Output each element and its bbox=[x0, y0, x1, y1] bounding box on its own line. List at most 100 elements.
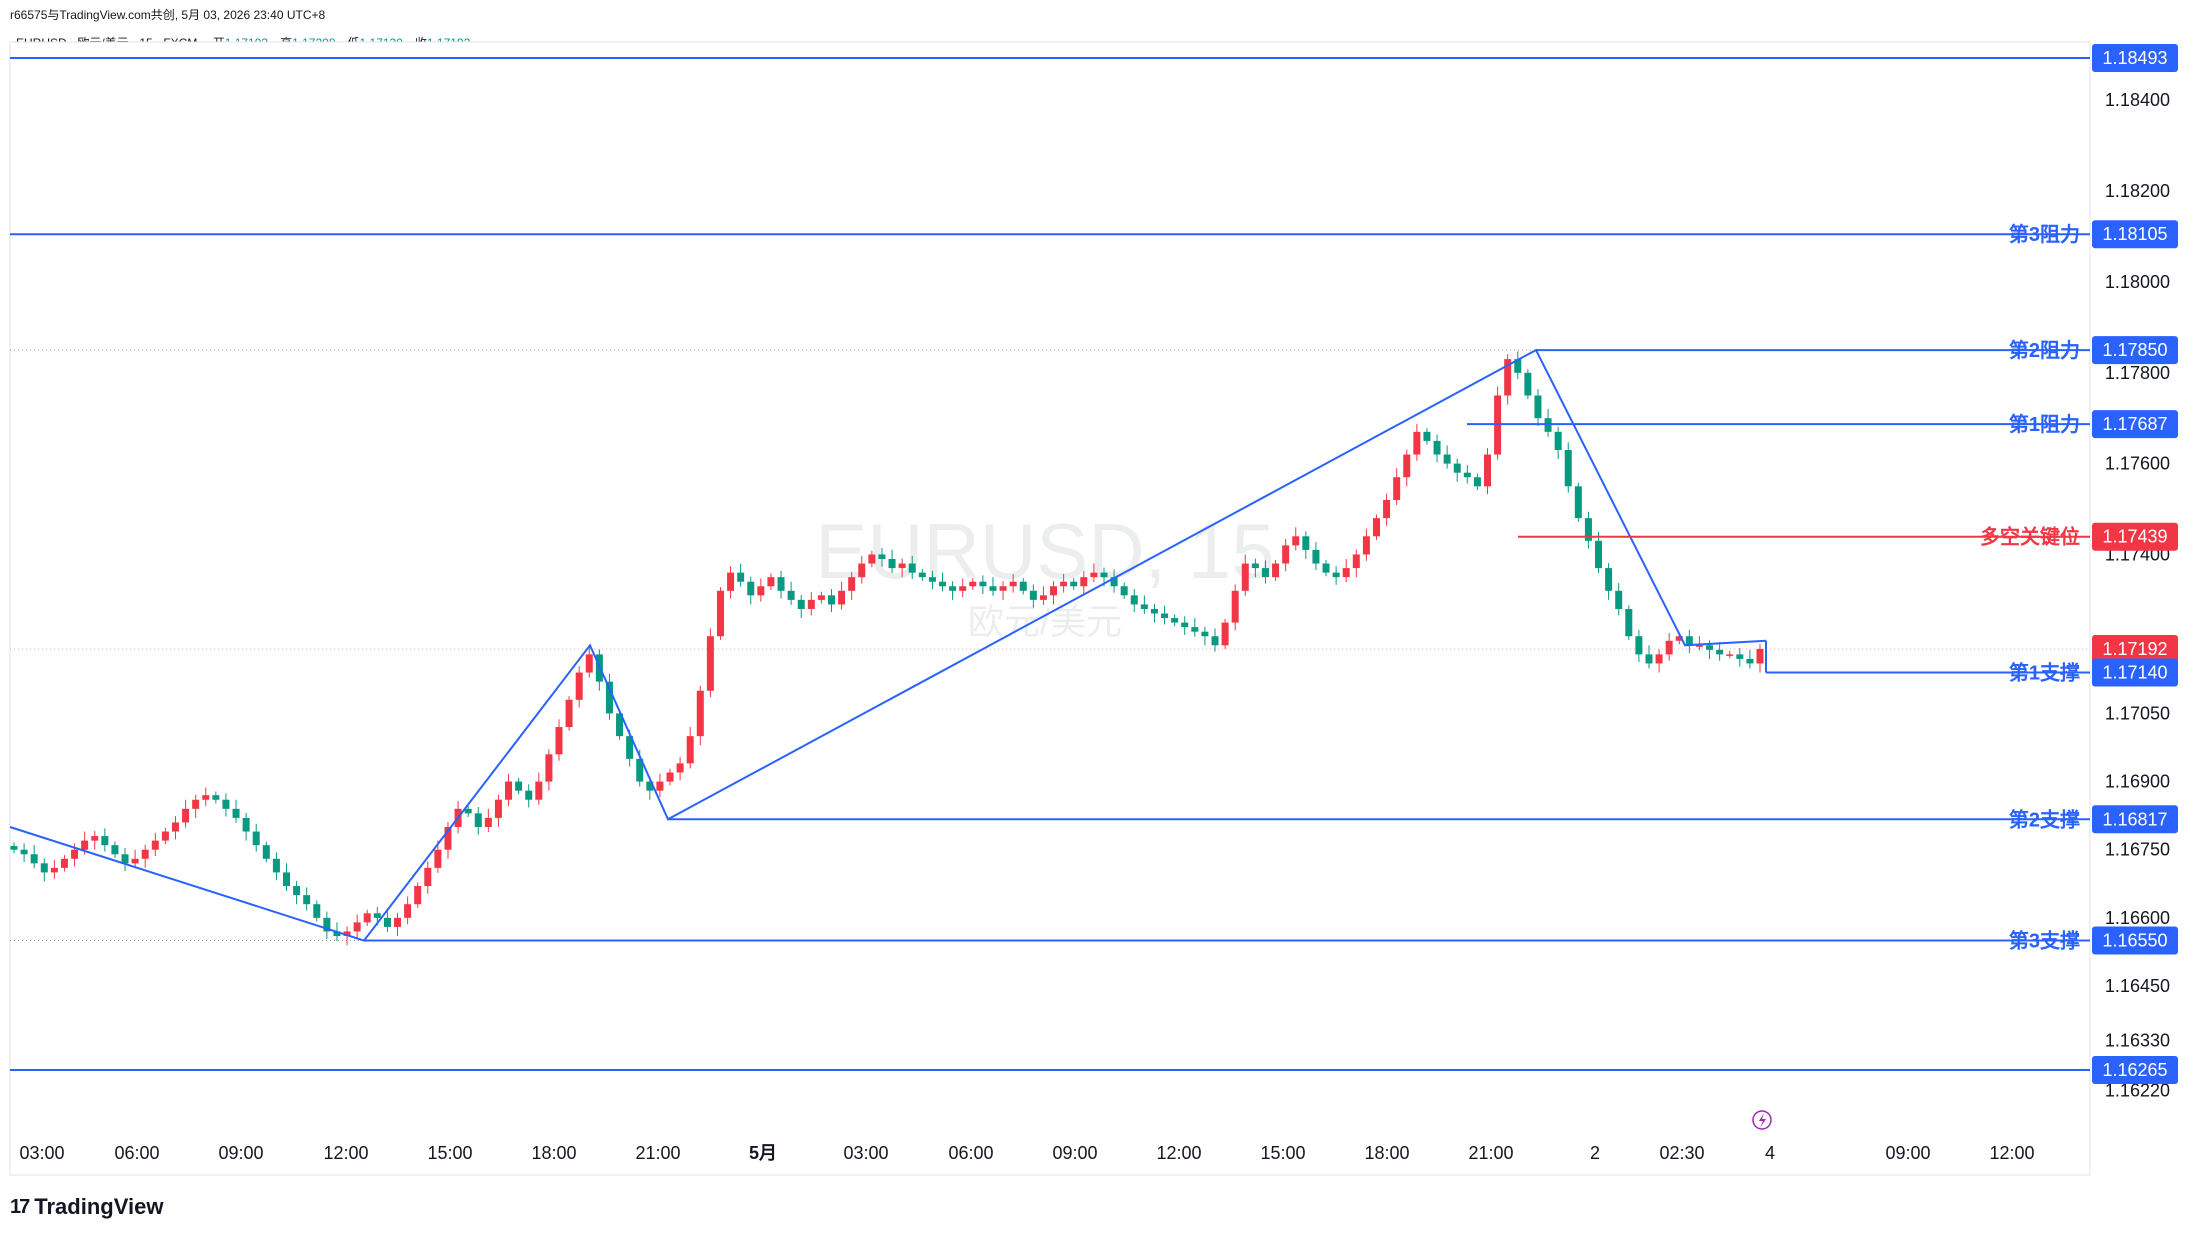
candle-body bbox=[1393, 477, 1401, 500]
y-tick-label: 1.16750 bbox=[2105, 840, 2170, 860]
watermark-name: 欧元/美元 bbox=[968, 601, 1122, 642]
y-tick-label: 1.18000 bbox=[2105, 272, 2170, 292]
candle-body bbox=[1039, 595, 1047, 600]
candle-body bbox=[101, 836, 109, 846]
candle-body bbox=[1756, 648, 1764, 664]
candle-body bbox=[969, 581, 977, 587]
y-tick-label: 1.17800 bbox=[2105, 363, 2170, 383]
x-tick-label: 03:00 bbox=[843, 1143, 888, 1163]
candle-body bbox=[1605, 568, 1613, 591]
price-badge bbox=[2092, 220, 2178, 249]
candle-body bbox=[918, 572, 926, 578]
x-tick-label: 2 bbox=[1590, 1143, 1600, 1163]
candle-body bbox=[1302, 536, 1310, 550]
candle-body bbox=[1060, 581, 1068, 587]
candle-body bbox=[838, 590, 846, 605]
candle-body bbox=[1665, 640, 1673, 655]
price-badge bbox=[2092, 926, 2178, 955]
candle-body bbox=[959, 586, 967, 591]
candle-body bbox=[1191, 627, 1199, 632]
candle-body bbox=[1695, 645, 1703, 647]
level-label: 第1阻力 bbox=[2009, 412, 2080, 436]
candle-body bbox=[1201, 631, 1209, 637]
candle-body bbox=[1362, 536, 1370, 555]
candle-body bbox=[949, 586, 957, 591]
tradingview-logo[interactable]: 17 TradingView bbox=[10, 1194, 163, 1220]
candle-body bbox=[353, 922, 361, 932]
price-badge-text: 1.17687 bbox=[2102, 414, 2167, 434]
candle-body bbox=[1372, 518, 1380, 537]
candle-body bbox=[797, 599, 805, 609]
candle-body bbox=[262, 845, 270, 859]
candle-body bbox=[686, 736, 694, 764]
y-tick-label: 1.16450 bbox=[2105, 976, 2170, 996]
candle-body bbox=[989, 586, 997, 591]
candle-body bbox=[908, 563, 916, 573]
candle-body bbox=[1433, 440, 1441, 455]
candle-body bbox=[656, 781, 664, 791]
x-tick-label: 18:00 bbox=[1364, 1143, 1409, 1163]
candle-body bbox=[272, 858, 280, 873]
candle-body bbox=[545, 754, 553, 782]
candle-body bbox=[394, 917, 402, 927]
candle-body bbox=[131, 858, 139, 864]
tradingview-wordmark: TradingView bbox=[34, 1194, 164, 1219]
level-label: 第1支撑 bbox=[2009, 661, 2080, 685]
candle-body bbox=[565, 699, 573, 728]
x-tick-label: 02:30 bbox=[1659, 1143, 1704, 1163]
candle-body bbox=[1312, 549, 1320, 564]
candle-body bbox=[313, 904, 321, 918]
candle-body bbox=[1110, 577, 1118, 587]
x-tick-label: 21:00 bbox=[635, 1143, 680, 1163]
price-badge bbox=[2092, 658, 2178, 687]
candle-body bbox=[464, 808, 472, 814]
candle-body bbox=[1211, 636, 1219, 646]
candle-body bbox=[1161, 613, 1169, 619]
candle-body bbox=[737, 572, 745, 582]
candle-body bbox=[60, 858, 68, 868]
candle-body bbox=[706, 636, 714, 691]
candle-body bbox=[1181, 622, 1189, 628]
candle-body bbox=[1635, 636, 1643, 655]
price-badge-text: 1.17140 bbox=[2102, 663, 2167, 683]
level-label: 第2支撑 bbox=[2009, 807, 2080, 831]
candle-body bbox=[474, 813, 482, 827]
candle-body bbox=[171, 822, 179, 832]
x-tick-label: 18:00 bbox=[531, 1143, 576, 1163]
price-badge-text: 1.16265 bbox=[2102, 1060, 2167, 1080]
candle-body bbox=[1514, 359, 1522, 373]
candle-body bbox=[716, 590, 724, 637]
candle-body bbox=[807, 599, 815, 609]
candle-body bbox=[777, 577, 785, 591]
candle-body bbox=[1685, 636, 1693, 646]
candle-body bbox=[1675, 636, 1683, 641]
x-tick-label: 21:00 bbox=[1468, 1143, 1513, 1163]
y-tick-label: 1.17600 bbox=[2105, 454, 2170, 474]
candle-body bbox=[424, 867, 432, 887]
watermark-symbol: EURUSD, 15 bbox=[815, 507, 1274, 595]
candle-body bbox=[515, 781, 523, 791]
candle-body bbox=[81, 840, 89, 850]
candle-body bbox=[1050, 586, 1058, 596]
candle-body bbox=[636, 758, 644, 782]
x-tick-label: 15:00 bbox=[1260, 1143, 1305, 1163]
candle-body bbox=[414, 886, 422, 905]
chart-attribution: r66575与TradingView.com共创, 5月 03, 2026 23… bbox=[10, 8, 326, 22]
candle-body bbox=[1473, 477, 1481, 487]
price-badge-text: 1.16550 bbox=[2102, 931, 2167, 951]
candle-body bbox=[1150, 608, 1158, 614]
candle-body bbox=[343, 931, 351, 937]
candle-body bbox=[212, 795, 220, 800]
candle-body bbox=[848, 577, 856, 591]
price-badge-text: 1.18105 bbox=[2102, 224, 2167, 244]
price-badge bbox=[2092, 522, 2178, 551]
x-tick-label: 09:00 bbox=[218, 1143, 263, 1163]
candle-body bbox=[1019, 581, 1027, 591]
candle-body bbox=[232, 808, 240, 818]
y-tick-label: 1.16330 bbox=[2105, 1030, 2170, 1050]
candle-body bbox=[928, 577, 936, 582]
candle-body bbox=[1241, 563, 1249, 591]
candle-body bbox=[1332, 572, 1340, 578]
candle-body bbox=[747, 581, 755, 596]
